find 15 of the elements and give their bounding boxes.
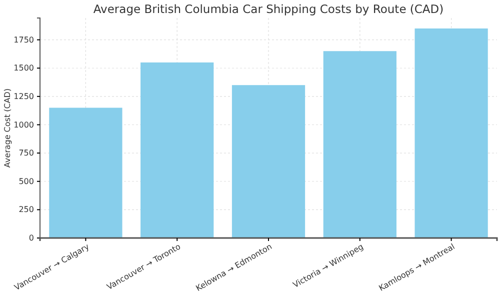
y-tick-label: 1750	[14, 35, 34, 44]
bar	[232, 85, 306, 238]
bar	[49, 108, 122, 238]
y-tick-label: 750	[18, 148, 34, 158]
chart-title: Average British Columbia Car Shipping Costs by Route (CAD)	[93, 2, 444, 16]
y-tick-label: 1000	[14, 120, 34, 130]
y-tick-label: 250	[18, 205, 34, 214]
y-tick-label: 0	[28, 234, 34, 243]
bar	[414, 28, 488, 238]
y-tick-label: 1500	[14, 64, 34, 73]
bar	[140, 62, 214, 238]
y-tick-label: 500	[18, 176, 34, 186]
y-tick-label: 1250	[14, 92, 34, 101]
y-axis-title: Average Cost (CAD)	[3, 88, 12, 168]
bar	[323, 51, 396, 238]
